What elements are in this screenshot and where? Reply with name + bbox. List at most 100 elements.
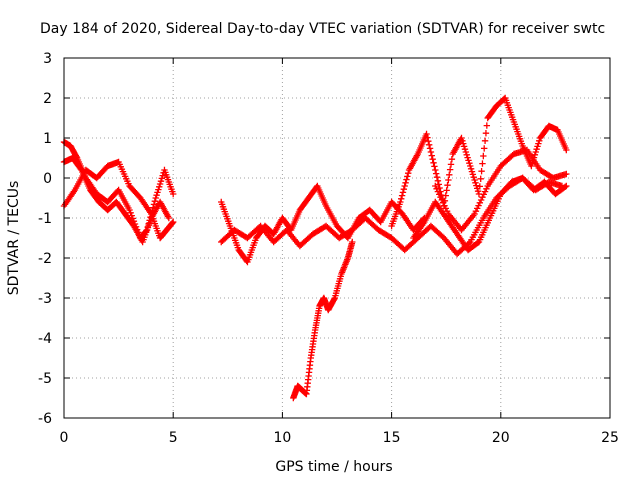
data-point [483, 185, 490, 192]
data-point [480, 152, 487, 160]
data-point [563, 182, 570, 190]
data-point [532, 148, 539, 156]
data-point [429, 156, 436, 163]
data-point [154, 189, 161, 196]
data-point [425, 138, 432, 145]
data-point [470, 174, 477, 181]
data-point [467, 165, 475, 172]
data-point [442, 192, 449, 199]
data-point [465, 157, 472, 164]
data-point [165, 214, 173, 222]
y-tick-label: -5 [38, 371, 52, 387]
data-point [534, 143, 541, 150]
data-point [404, 170, 412, 177]
data-point [442, 205, 449, 212]
data-point [156, 183, 163, 190]
data-point [170, 218, 177, 226]
data-point [468, 168, 476, 175]
y-tick-label: -4 [38, 331, 52, 347]
data-point [463, 151, 470, 158]
data-point [434, 177, 442, 184]
data-point [423, 130, 430, 138]
data-point [448, 156, 456, 163]
data-point [403, 176, 410, 183]
data-point [436, 191, 443, 198]
data-point [481, 137, 489, 144]
data-point [446, 166, 454, 173]
data-point [330, 296, 338, 303]
x-tick-label: 25 [601, 430, 619, 446]
data-point [477, 175, 484, 182]
data-point [528, 162, 535, 170]
data-point [533, 146, 540, 153]
data-point [447, 161, 455, 168]
x-tick-label: 5 [169, 430, 178, 446]
plot-frame [63, 57, 611, 419]
data-point [563, 146, 570, 154]
data-point [435, 181, 442, 188]
data-point [397, 198, 404, 206]
data-point [431, 163, 438, 170]
data-point [432, 182, 439, 190]
data-point [475, 202, 482, 209]
data-point [471, 210, 478, 218]
data-point [157, 178, 165, 185]
series-arc-d [218, 182, 428, 266]
data-point [126, 206, 133, 214]
y-axis-label: SDTVAR / TECUs [6, 181, 22, 296]
data-point [424, 134, 431, 141]
data-point [481, 188, 489, 195]
data-point [427, 148, 435, 156]
series-arc-f [290, 238, 356, 402]
series-arc-c [60, 158, 177, 242]
data-point [464, 154, 471, 161]
data-point [467, 162, 474, 170]
data-point [476, 183, 484, 190]
y-tick-label: -2 [38, 251, 52, 267]
y-tick-label: 0 [43, 171, 52, 187]
data-point [128, 212, 135, 219]
data-point [476, 199, 484, 206]
x-tick-label: 10 [273, 430, 291, 446]
y-tick-label: 3 [43, 51, 52, 67]
data-point [430, 159, 437, 166]
data-point [428, 152, 435, 159]
data-point [152, 194, 159, 202]
series-arc-e [218, 174, 566, 258]
data-point [479, 194, 486, 201]
axis-ticks: 0 5 10 15 20 25 -6 -5 -4 -3 -2 -1 0 1 2 3 [38, 51, 619, 446]
data-point [437, 194, 444, 201]
data-point [426, 145, 434, 152]
data-point [472, 208, 480, 215]
data-point [150, 201, 158, 208]
data-point [436, 184, 443, 192]
x-tick-label: 15 [383, 430, 401, 446]
data-point [535, 140, 542, 147]
data-point [400, 186, 408, 193]
data-point [460, 140, 467, 147]
data-point [127, 209, 134, 216]
data-point [563, 170, 570, 178]
data-point [471, 176, 478, 184]
data-point [443, 208, 451, 215]
data-point [473, 182, 480, 189]
data-point [398, 192, 406, 199]
data-point [482, 130, 490, 137]
data-point [398, 195, 405, 202]
data-point [462, 148, 470, 156]
data-point [156, 180, 164, 188]
data-point [401, 182, 408, 190]
data-point [478, 168, 485, 175]
data-point [432, 166, 439, 174]
series-arc-i [432, 146, 570, 234]
data-point [169, 219, 176, 226]
data-point [458, 134, 465, 142]
data-point [536, 137, 543, 144]
data-point [445, 176, 452, 184]
data-point [481, 145, 488, 152]
series-arc-a [60, 138, 177, 242]
chart-title: Day 184 of 2020, Sidereal Day-to-day VTE… [40, 21, 605, 37]
data-point [474, 188, 482, 195]
data-point [444, 182, 451, 189]
data-point [469, 171, 477, 178]
